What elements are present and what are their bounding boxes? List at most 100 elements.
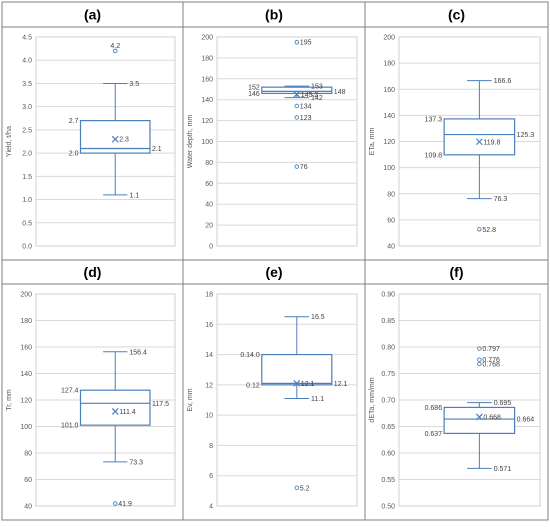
data-label: 5.2 xyxy=(300,485,310,492)
y-tick-label: 3.0 xyxy=(22,104,32,111)
y-tick-label: 0.90 xyxy=(381,292,395,299)
outlier-point xyxy=(294,103,300,109)
y-tick-label: 200 xyxy=(201,35,213,42)
data-label: 11.1 xyxy=(311,396,324,403)
y-tick-label: 2.0 xyxy=(22,151,32,158)
plot-area-border xyxy=(398,293,541,507)
box-iqr xyxy=(79,389,151,426)
outlier-point xyxy=(294,164,300,169)
y-tick-label: 0 xyxy=(209,244,213,251)
data-label: 2.3 xyxy=(119,137,129,144)
data-label: 111.4 xyxy=(119,409,136,416)
y-tick-label: 120 xyxy=(201,118,213,125)
data-label: 145.2 xyxy=(301,92,319,99)
data-label: 148 xyxy=(334,89,346,96)
data-label: 153 xyxy=(311,84,323,91)
data-label: 137.3 xyxy=(425,116,443,123)
data-label: 142 xyxy=(311,95,323,102)
y-tick-label: 160 xyxy=(20,345,32,352)
y-tick-label: 200 xyxy=(20,292,32,299)
plot-area-border xyxy=(216,36,358,247)
data-label: 76 xyxy=(300,164,308,171)
panel-header-label: (d) xyxy=(84,264,102,280)
y-tick-label: 0.50 xyxy=(381,504,395,511)
box-iqr xyxy=(79,119,151,154)
outlier-point xyxy=(112,48,118,54)
data-label: 109.8 xyxy=(425,152,443,159)
data-label: 2.0 xyxy=(69,151,79,158)
y-tick-label: 80 xyxy=(387,191,395,198)
y-tick-label: 140 xyxy=(383,113,395,120)
plot-area-border xyxy=(398,36,541,247)
data-label: 0.695 xyxy=(494,400,512,407)
y-axis-label: Tr, mm xyxy=(6,389,13,411)
y-tick-label: 20 xyxy=(205,223,213,230)
plot-area-border xyxy=(35,36,176,247)
y-tick-label: 4.0 xyxy=(22,58,32,65)
data-label: 195 xyxy=(300,40,312,47)
outlier-point xyxy=(294,39,300,45)
y-tick-label: 3.5 xyxy=(22,81,32,88)
mean-marker xyxy=(293,90,301,98)
data-label: 125.3 xyxy=(517,132,535,139)
y-tick-label: 120 xyxy=(20,398,32,405)
y-axis-label: ETa, mm xyxy=(369,128,376,156)
y-tick-label: 0.85 xyxy=(381,318,395,325)
data-label: 117.5 xyxy=(152,401,169,408)
y-tick-label: 100 xyxy=(20,424,32,431)
data-label: 2.7 xyxy=(69,118,79,125)
data-label: 146 xyxy=(248,91,260,98)
y-tick-label: 0.55 xyxy=(381,477,395,484)
data-label: 52.8 xyxy=(482,227,496,234)
data-label: 41.9 xyxy=(118,501,132,508)
y-tick-label: 12 xyxy=(205,382,213,389)
outlier-point xyxy=(294,485,300,491)
y-tick-label: 10 xyxy=(205,413,213,420)
y-tick-label: 0.0 xyxy=(22,244,32,251)
data-label: 16.5 xyxy=(311,314,325,321)
mean-marker xyxy=(475,413,483,421)
y-axis-label: Yield, t/ha xyxy=(6,126,13,157)
y-tick-label: 100 xyxy=(383,165,395,172)
header-row-bg xyxy=(2,260,548,284)
header-row-bg xyxy=(2,2,548,27)
y-tick-label: 80 xyxy=(205,160,213,167)
data-label: 0.797 xyxy=(482,346,500,353)
outlier-point xyxy=(477,361,482,367)
data-label: 4.2 xyxy=(110,43,120,50)
y-tick-label: 120 xyxy=(383,139,395,146)
data-label: 166.6 xyxy=(494,78,512,85)
y-tick-label: 0.60 xyxy=(381,451,395,458)
outlier-point xyxy=(477,357,482,362)
data-label: 101.0 xyxy=(61,423,79,430)
y-tick-label: 180 xyxy=(383,61,395,68)
data-label: 76.3 xyxy=(494,196,508,203)
data-label: 1.1 xyxy=(129,192,139,199)
y-tick-label: 1.0 xyxy=(22,197,32,204)
data-label: 156.4 xyxy=(129,349,147,356)
panel-header-label: (f) xyxy=(450,264,464,280)
data-label: 0.12 xyxy=(246,382,260,389)
data-label: 123 xyxy=(300,115,312,122)
y-tick-label: 18 xyxy=(205,292,213,299)
y-axis-label: dETa, mm/mm xyxy=(369,377,376,422)
data-label: 0.571 xyxy=(494,466,512,473)
box-iqr xyxy=(261,353,333,386)
y-tick-label: 4.5 xyxy=(22,35,32,42)
y-tick-label: 160 xyxy=(201,76,213,83)
data-label: 119.8 xyxy=(483,139,500,146)
y-tick-label: 6 xyxy=(209,473,213,480)
mean-marker xyxy=(475,138,483,146)
y-tick-label: 1.5 xyxy=(22,174,32,181)
data-label: 0.686 xyxy=(425,405,443,412)
data-label: 0.637 xyxy=(425,431,443,438)
y-tick-label: 180 xyxy=(20,318,32,325)
y-tick-label: 140 xyxy=(20,371,32,378)
y-tick-label: 180 xyxy=(201,55,213,62)
data-label: 0.668 xyxy=(483,414,501,421)
data-label: 3.5 xyxy=(129,81,139,88)
data-label: 134 xyxy=(300,103,312,110)
y-tick-label: 40 xyxy=(205,202,213,209)
